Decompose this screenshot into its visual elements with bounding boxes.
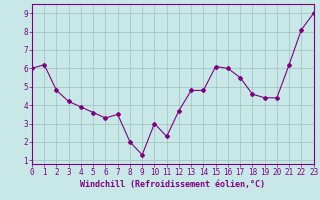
X-axis label: Windchill (Refroidissement éolien,°C): Windchill (Refroidissement éolien,°C)	[80, 180, 265, 189]
